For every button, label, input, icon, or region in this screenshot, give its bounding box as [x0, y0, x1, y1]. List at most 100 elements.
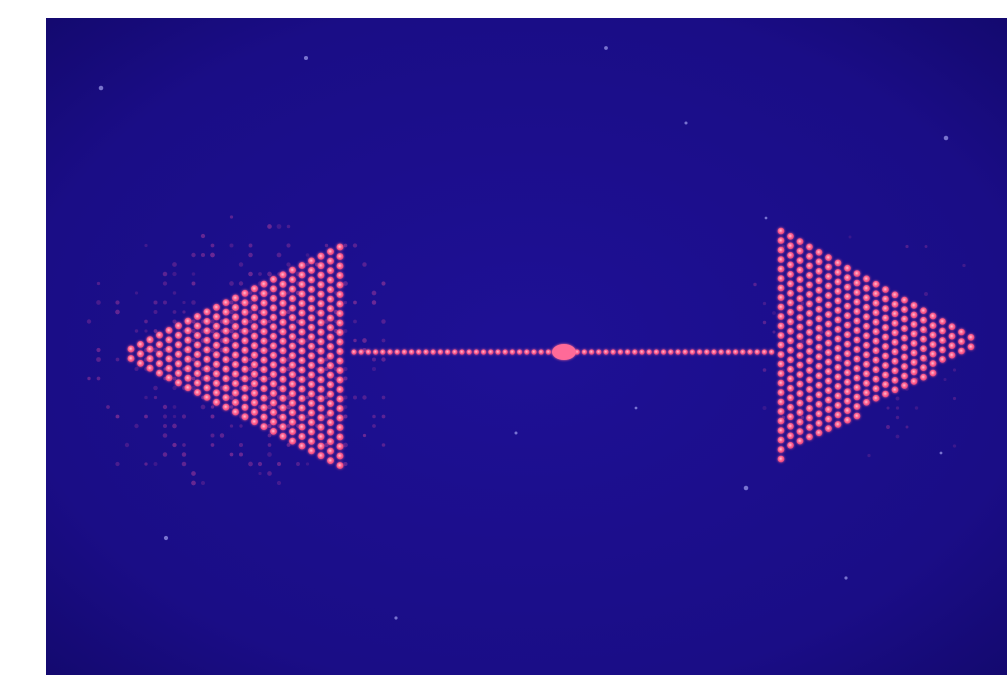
- haze-dot: [229, 215, 234, 219]
- led-dot: [336, 367, 344, 374]
- led-dot: [327, 248, 334, 256]
- led-dot: [777, 275, 785, 282]
- led-dot: [740, 349, 746, 355]
- led-dot: [317, 338, 325, 346]
- led-dot: [777, 379, 785, 387]
- haze-dot: [172, 271, 177, 277]
- led-dot: [175, 379, 182, 387]
- haze-dot: [324, 442, 329, 448]
- led-dot: [260, 404, 268, 411]
- haze-dot: [267, 404, 272, 410]
- led-dot: [825, 358, 832, 366]
- led-dot: [939, 337, 946, 344]
- led-dot: [241, 384, 249, 392]
- led-dot: [327, 276, 334, 284]
- haze-dot: [191, 338, 196, 343]
- led-dot: [882, 333, 889, 341]
- haze-dot: [182, 300, 186, 305]
- led-dot: [777, 313, 785, 320]
- led-dot: [661, 349, 667, 355]
- led-dot: [796, 285, 804, 293]
- haze-dot: [886, 406, 890, 410]
- led-dot: [815, 382, 823, 389]
- haze-dot: [952, 396, 957, 401]
- haze-dot: [191, 300, 196, 305]
- haze-dot: [210, 328, 215, 334]
- led-dot: [289, 342, 296, 350]
- led-dot: [289, 295, 296, 302]
- led-dot: [704, 349, 710, 355]
- haze-dot: [182, 310, 186, 314]
- led-dot: [232, 370, 239, 378]
- led-dot: [939, 327, 946, 335]
- haze-dot: [343, 395, 348, 400]
- led-dot: [844, 388, 851, 396]
- led-dot: [834, 269, 842, 276]
- led-dot: [336, 338, 344, 346]
- led-dot: [327, 438, 334, 445]
- led-dot: [863, 294, 870, 302]
- led-dot: [289, 266, 296, 274]
- led-dot: [298, 347, 306, 355]
- led-dot: [336, 243, 344, 251]
- led-dot: [270, 342, 277, 350]
- led-dot: [165, 336, 173, 344]
- led-dot: [777, 398, 785, 406]
- haze-dot: [153, 385, 158, 391]
- led-dot: [194, 360, 201, 368]
- led-dot: [452, 349, 458, 355]
- led-dot: [863, 342, 870, 349]
- haze-dot: [229, 452, 234, 457]
- led-dot: [796, 409, 804, 416]
- led-dot: [948, 323, 956, 331]
- led-dot: [241, 375, 249, 383]
- led-dot: [796, 342, 804, 350]
- led-dot: [308, 371, 315, 379]
- led-dot: [270, 304, 277, 312]
- led-dot: [336, 319, 344, 327]
- led-dot: [891, 339, 899, 346]
- led-dot: [289, 437, 296, 445]
- led-dot: [834, 288, 842, 295]
- led-dot: [815, 363, 823, 370]
- haze-dot: [343, 461, 348, 467]
- haze-dot: [381, 395, 386, 400]
- haze-dot: [381, 319, 386, 324]
- led-dot: [327, 314, 334, 322]
- haze-dot: [248, 329, 253, 333]
- led-dot: [308, 276, 315, 284]
- led-dot: [853, 317, 861, 325]
- led-dot: [289, 304, 296, 312]
- led-dot: [825, 263, 832, 271]
- led-dot: [834, 335, 842, 343]
- led-dot: [815, 401, 823, 408]
- led-dot: [184, 346, 192, 354]
- led-dot: [327, 352, 334, 360]
- led-dot: [241, 308, 249, 316]
- led-dot: [853, 374, 861, 382]
- led-dot: [289, 276, 296, 283]
- led-dot: [825, 396, 832, 404]
- led-dot: [825, 377, 832, 385]
- led-dot: [260, 309, 268, 316]
- led-dot: [317, 347, 325, 355]
- led-dot: [796, 323, 804, 331]
- led-dot: [317, 376, 325, 384]
- led-dot: [929, 322, 937, 329]
- haze-dot: [115, 461, 120, 467]
- led-dot: [298, 404, 306, 412]
- led-dot: [825, 301, 832, 309]
- led-dot: [901, 344, 908, 351]
- led-dot: [872, 394, 880, 402]
- led-dot: [834, 383, 842, 390]
- haze-dot: [343, 442, 348, 448]
- led-dot: [327, 257, 334, 265]
- led-dot: [232, 294, 239, 302]
- led-dot: [948, 342, 956, 350]
- haze-dot: [229, 357, 234, 362]
- led-dot: [901, 363, 908, 370]
- led-dot: [920, 354, 927, 362]
- led-dot: [646, 349, 652, 355]
- led-dot: [336, 310, 344, 317]
- led-dot: [806, 348, 813, 355]
